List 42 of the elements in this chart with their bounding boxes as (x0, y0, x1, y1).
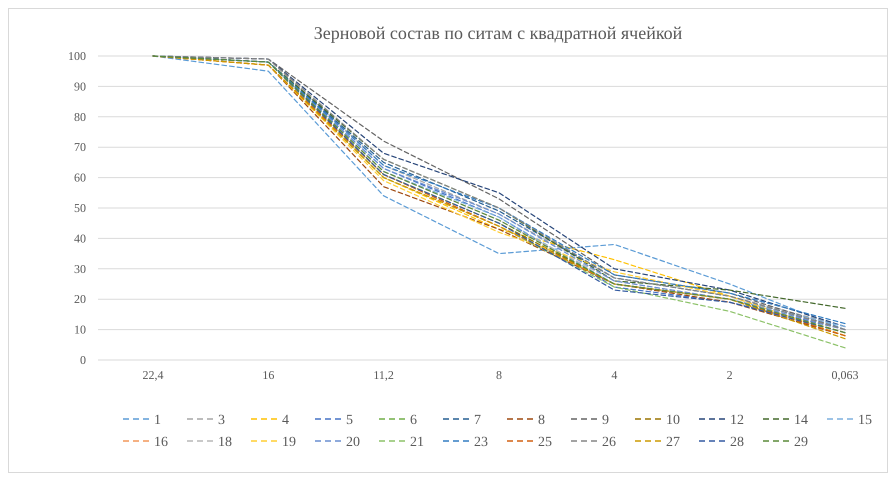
y-tick-label: 0 (80, 353, 86, 367)
legend-label: 29 (794, 435, 808, 450)
y-tick-label: 20 (74, 292, 86, 306)
legend-label: 23 (474, 435, 488, 450)
legend-label: 3 (218, 413, 225, 428)
y-tick-label: 70 (74, 140, 86, 154)
legend-label: 7 (474, 413, 481, 428)
legend-label: 27 (666, 435, 680, 450)
y-tick-label: 100 (68, 49, 86, 63)
x-tick-label: 0,063 (832, 368, 858, 382)
legend-label: 15 (858, 413, 872, 428)
y-tick-label: 40 (74, 231, 86, 246)
x-tick-label: 4 (611, 368, 618, 382)
x-tick-label: 22,4 (142, 368, 164, 382)
x-tick-label: 11,2 (373, 368, 394, 382)
x-tick-label: 16 (262, 368, 274, 382)
legend-label: 21 (410, 435, 424, 450)
legend-label: 14 (794, 413, 808, 428)
legend-label: 12 (730, 413, 744, 428)
legend-label: 4 (282, 413, 289, 428)
legend-label: 10 (666, 413, 680, 428)
y-tick-label: 80 (74, 110, 86, 124)
legend-label: 16 (154, 435, 168, 450)
y-tick-label: 30 (74, 262, 86, 276)
legend-label: 18 (218, 435, 232, 450)
legend-label: 26 (602, 435, 616, 450)
legend-label: 19 (282, 435, 296, 450)
legend-label: 28 (730, 435, 744, 450)
legend-label: 8 (538, 413, 545, 428)
legend-label: 6 (410, 413, 417, 428)
legend-label: 5 (346, 413, 353, 428)
y-tick-label: 50 (74, 201, 86, 215)
x-tick-label: 8 (496, 368, 502, 382)
x-tick-label: 2 (726, 368, 733, 382)
legend-label: 1 (154, 413, 161, 428)
y-tick-label: 60 (74, 170, 86, 185)
legend-label: 9 (602, 413, 609, 428)
y-tick-label: 10 (74, 322, 86, 337)
legend-label: 25 (538, 435, 552, 450)
chart-title: Зерновой состав по ситам с квадратной ячейкой (314, 23, 683, 43)
legend-label: 20 (346, 435, 360, 450)
y-tick-label: 90 (74, 79, 86, 94)
